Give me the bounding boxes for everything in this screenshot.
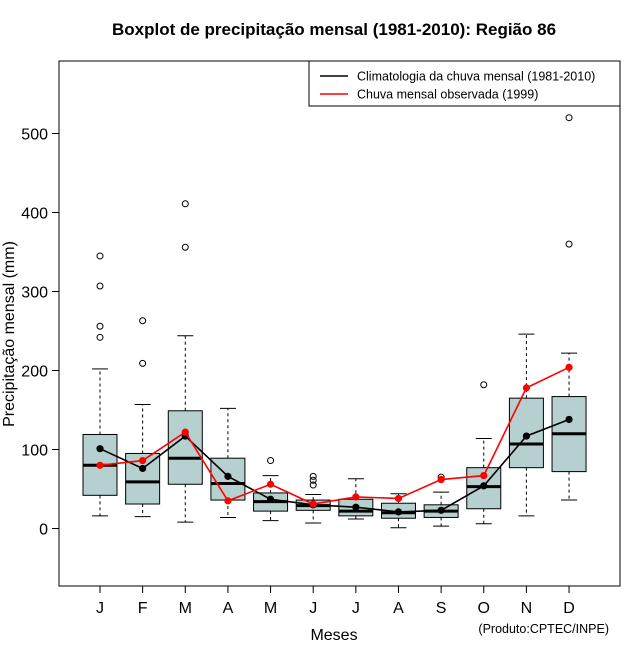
x-tick-label: N bbox=[521, 600, 533, 617]
y-axis: 0 100 200 300 400 500 bbox=[21, 127, 60, 539]
outlier-point bbox=[96, 333, 104, 341]
outlier-point bbox=[96, 252, 104, 260]
outlier-point bbox=[96, 322, 104, 330]
y-tick-label: 500 bbox=[21, 127, 48, 144]
series-point bbox=[394, 508, 403, 516]
x-tick-label: M bbox=[264, 600, 277, 617]
x-axis-label: Meses bbox=[310, 627, 357, 644]
outlier-point bbox=[480, 381, 488, 389]
credit-text: (Produto:CPTEC/INPE) bbox=[478, 622, 609, 636]
series-layer bbox=[96, 363, 573, 516]
x-tick-label: S bbox=[436, 600, 447, 617]
series-point bbox=[96, 445, 104, 453]
outlier-point bbox=[309, 472, 317, 480]
box-11 bbox=[551, 114, 587, 501]
series-point bbox=[224, 472, 232, 480]
series-point bbox=[565, 415, 573, 424]
y-tick-label: 400 bbox=[21, 206, 48, 223]
outlier-point bbox=[565, 240, 573, 248]
x-tick-label: J bbox=[309, 600, 317, 617]
series-point bbox=[522, 432, 531, 440]
legend-label: Chuva mensal observada (1999) bbox=[357, 88, 538, 102]
series-0 bbox=[96, 415, 573, 516]
y-axis-label: Precipitação mensal (mm) bbox=[1, 241, 18, 427]
outlier-point bbox=[309, 476, 317, 484]
y-tick-label: 300 bbox=[21, 285, 48, 302]
series-point bbox=[352, 493, 360, 501]
series-point bbox=[309, 500, 317, 508]
box-2 bbox=[167, 200, 203, 523]
series-line bbox=[99, 366, 570, 505]
outlier-point bbox=[181, 243, 189, 251]
chart-title: Boxplot de precipitação mensal (1981-201… bbox=[112, 20, 556, 39]
series-point bbox=[437, 506, 445, 514]
series-point bbox=[181, 428, 189, 436]
series-1 bbox=[96, 363, 573, 508]
series-point bbox=[139, 464, 147, 473]
outlier-point bbox=[181, 200, 189, 208]
box-0 bbox=[82, 252, 118, 517]
series-point bbox=[394, 494, 403, 503]
series-point bbox=[139, 456, 147, 465]
series-point bbox=[565, 363, 573, 371]
legend-box bbox=[308, 60, 621, 107]
x-tick-label: F bbox=[138, 600, 148, 617]
x-tick-label: J bbox=[96, 600, 104, 617]
x-tick-label: M bbox=[179, 600, 192, 617]
series-point bbox=[266, 480, 275, 488]
x-tick-label: J bbox=[352, 600, 360, 617]
x-tick-label: A bbox=[223, 600, 234, 617]
series-point bbox=[437, 475, 445, 484]
outlier-point bbox=[96, 282, 104, 290]
series-point bbox=[480, 471, 488, 480]
series-point bbox=[224, 497, 232, 505]
series-line bbox=[99, 418, 570, 513]
box-1 bbox=[125, 317, 161, 518]
outlier-point bbox=[139, 317, 147, 325]
boxes-layer bbox=[82, 114, 587, 529]
series-point bbox=[480, 482, 488, 490]
y-tick-label: 200 bbox=[21, 364, 48, 381]
series-point bbox=[522, 384, 531, 392]
outlier-point bbox=[267, 457, 275, 465]
x-tick-label: O bbox=[478, 600, 490, 617]
x-tick-label: D bbox=[563, 600, 575, 617]
legend-label: Climatologia da chuva mensal (1981-2010) bbox=[357, 70, 595, 84]
box-10 bbox=[508, 333, 544, 517]
x-tick-label: A bbox=[393, 600, 404, 617]
y-tick-label: 100 bbox=[21, 443, 48, 460]
outlier-point bbox=[139, 359, 147, 367]
series-point bbox=[96, 461, 104, 469]
outlier-point bbox=[309, 481, 317, 489]
y-tick-label: 0 bbox=[39, 522, 48, 539]
outlier-point bbox=[565, 114, 573, 122]
series-point bbox=[266, 495, 275, 503]
legend: Climatologia da chuva mensal (1981-2010)… bbox=[308, 60, 621, 107]
series-point bbox=[352, 503, 360, 511]
